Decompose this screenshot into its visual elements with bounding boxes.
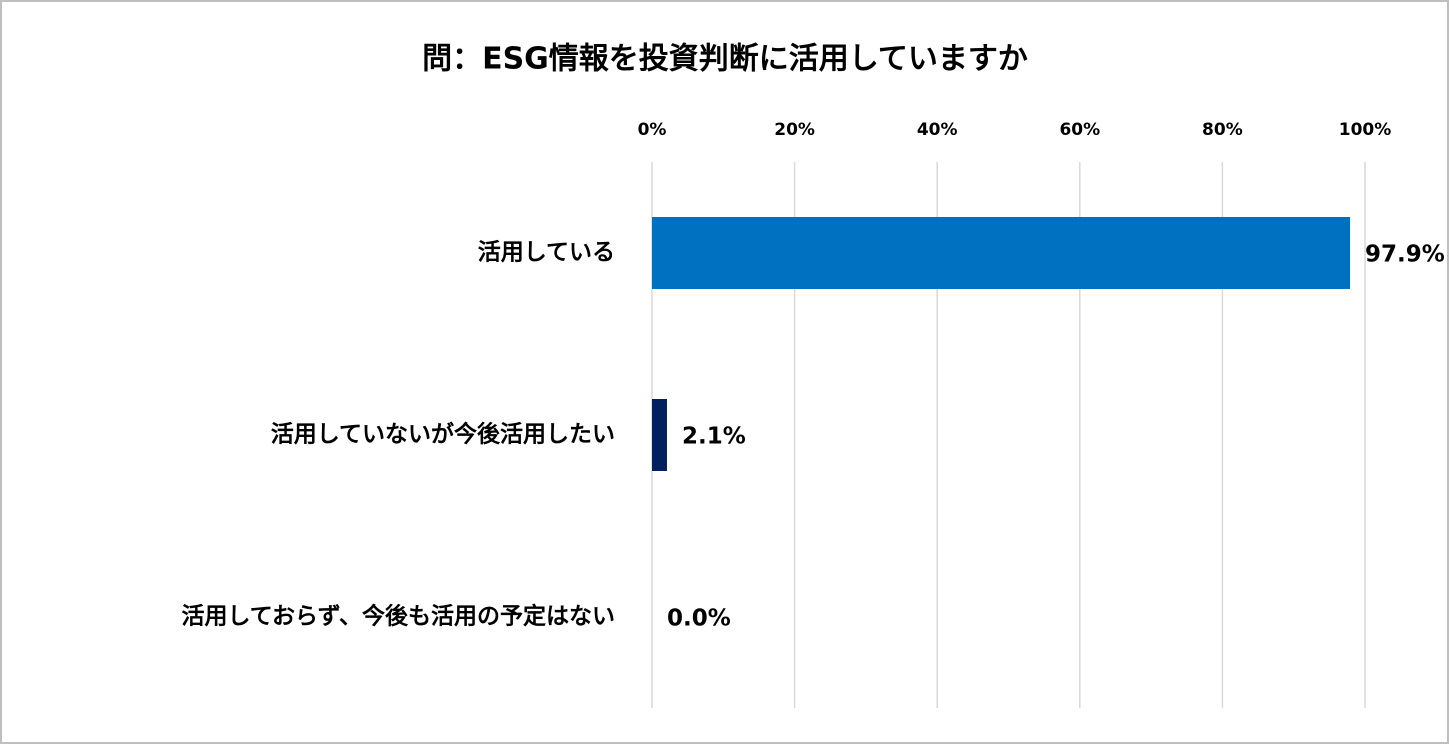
x-tick-label: 60%: [1059, 120, 1100, 140]
bar: [652, 399, 667, 471]
value-label: 2.1%: [682, 424, 746, 450]
bar: [652, 217, 1351, 289]
value-label: 0.0%: [667, 606, 731, 632]
x-tick-label: 80%: [1202, 120, 1243, 140]
category-label: 活用しておらず、今後も活用の予定はない: [181, 603, 615, 630]
x-tick-label: 40%: [917, 120, 958, 140]
category-label: 活用している: [478, 240, 615, 266]
category-label: 活用していないが今後活用したい: [271, 421, 615, 448]
x-tick-label: 100%: [1339, 120, 1392, 140]
x-tick-label: 20%: [774, 120, 815, 140]
chart-title: 問：ESG情報を投資判断に活用していますか: [422, 42, 1028, 77]
x-tick-label: 0%: [638, 120, 667, 140]
value-label: 97.9%: [1365, 242, 1445, 268]
